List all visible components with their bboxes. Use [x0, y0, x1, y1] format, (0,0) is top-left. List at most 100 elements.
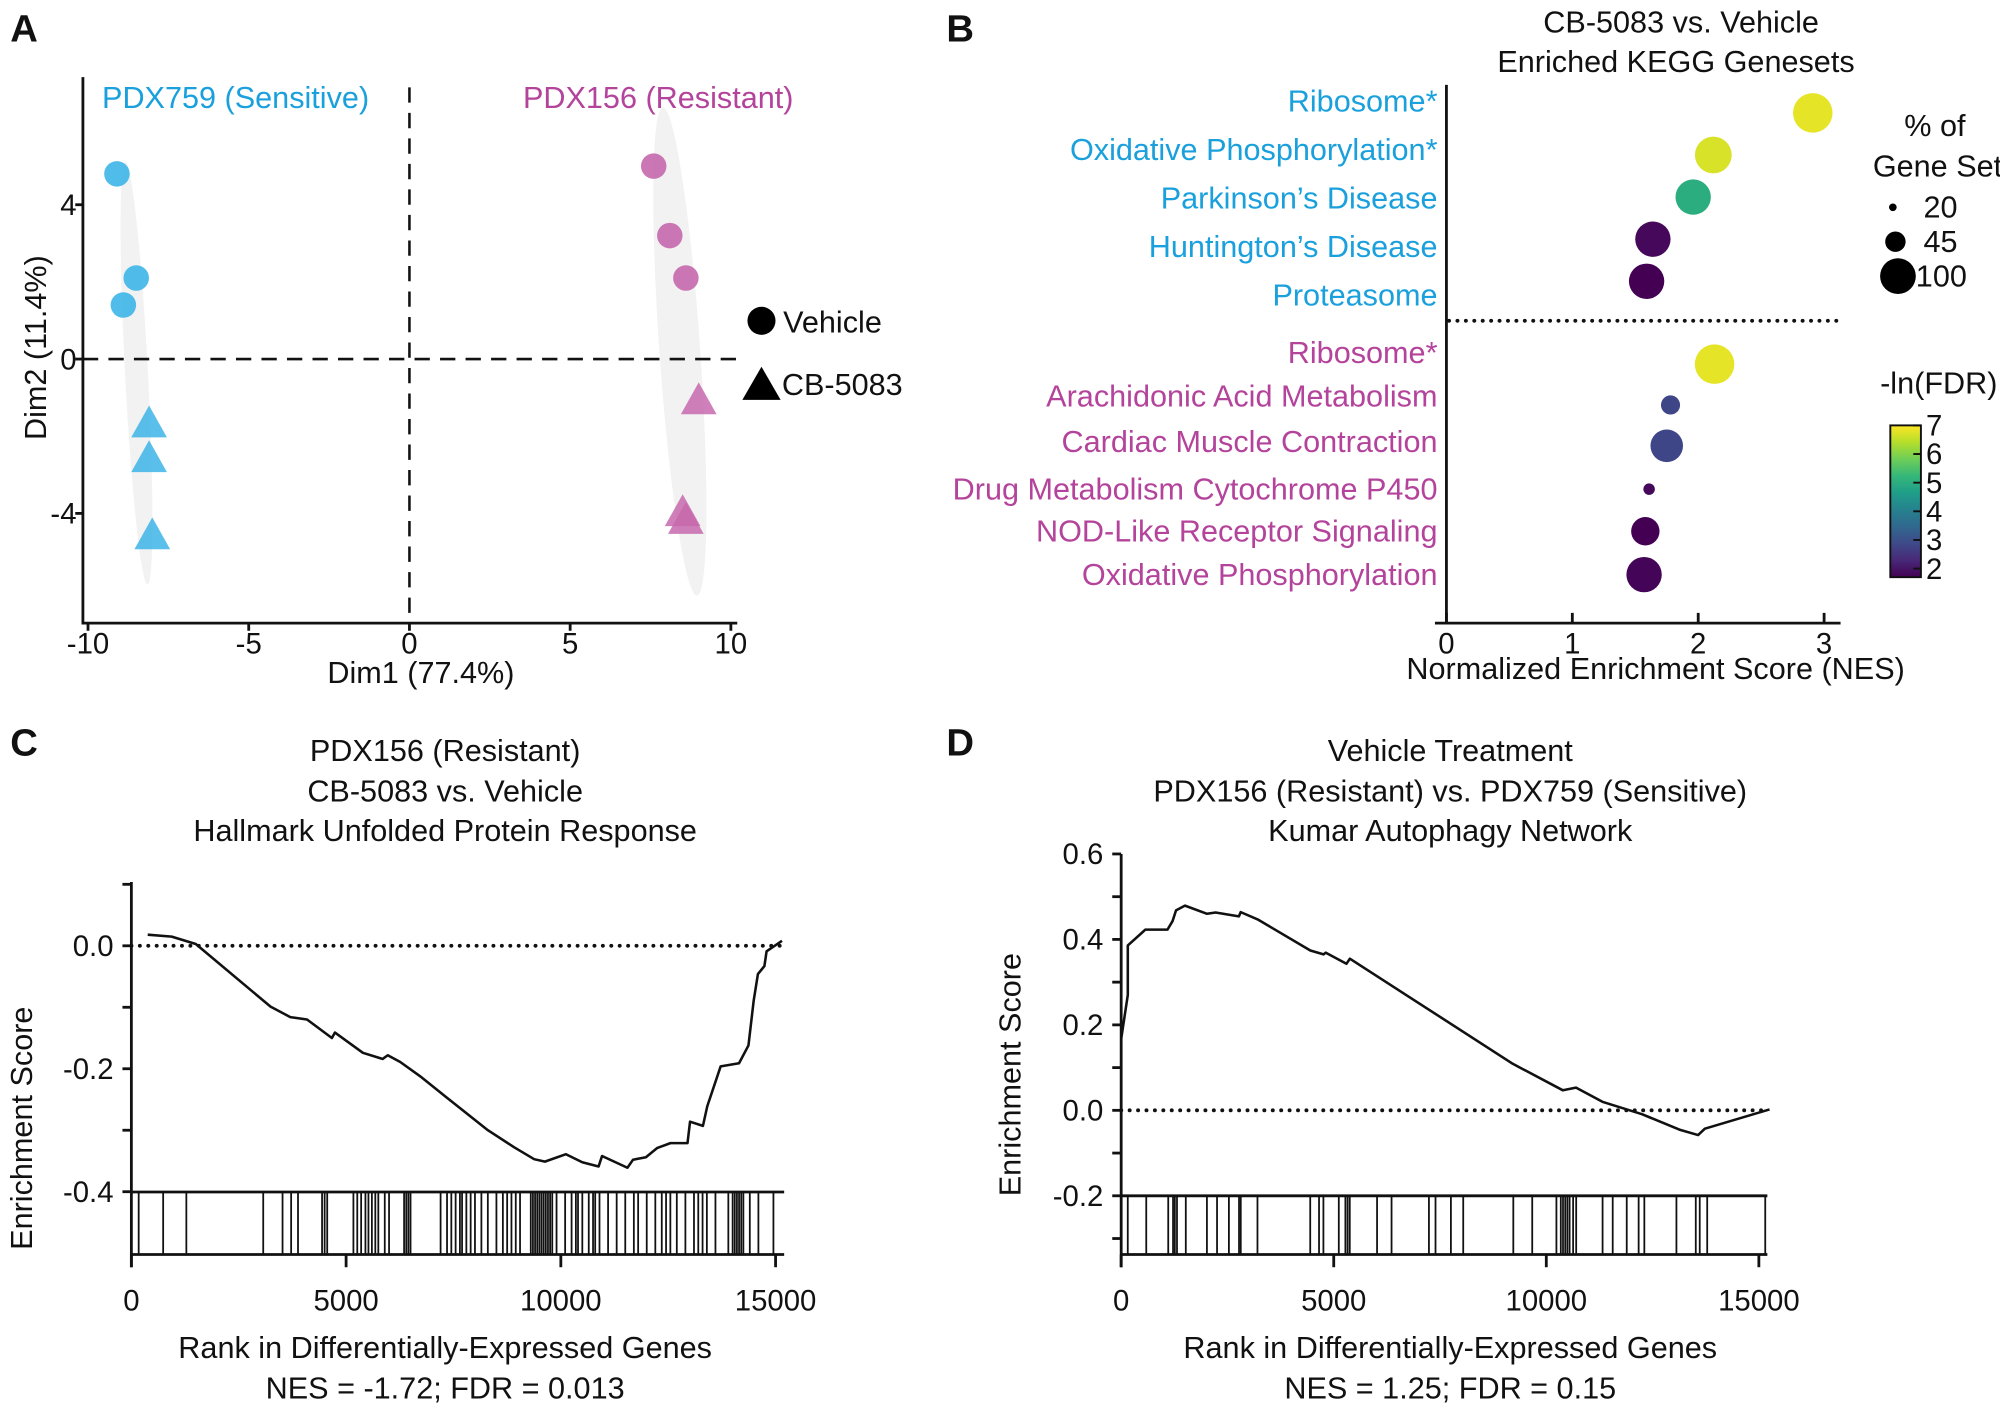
x-tick-label: 5000	[1301, 1285, 1366, 1318]
x-tick-label: 15000	[735, 1285, 817, 1318]
geneset-label: Proteasome	[1272, 278, 1437, 312]
nes-fdr-footer: NES = 1.25; FDR = 0.15	[1284, 1372, 1616, 1406]
legend-triangle-icon	[742, 366, 781, 400]
y-tick-label: 4	[60, 189, 76, 222]
size-legend-label: 100	[1916, 259, 1967, 293]
colorbar	[1889, 424, 1922, 579]
colorbar-tick-label: 5	[1926, 467, 1942, 500]
chart-title-line-1: Vehicle Treatment	[1328, 734, 1574, 768]
geneset-dot	[1631, 517, 1660, 546]
geneset-label: Huntington’s Disease	[1149, 230, 1438, 264]
x-tick-label: 5	[562, 628, 578, 661]
colorbar-tick-label: 4	[1926, 496, 1942, 529]
group-label-sensitive: PDX759 (Sensitive)	[102, 81, 369, 115]
data-point-vehicle	[640, 153, 667, 179]
x-tick-label: 0	[1113, 1285, 1129, 1318]
data-point-vehicle	[104, 161, 130, 187]
y-axis-title: Dim2 (11.4%)	[19, 255, 53, 440]
data-point-cb5083	[668, 501, 704, 534]
panel-letter-a: A	[10, 7, 38, 50]
chart-title-line-2: Enriched KEGG Genesets	[1497, 45, 1854, 79]
geneset-label: Drug Metabolism Cytochrome P450	[953, 472, 1438, 506]
size-legend-dot	[1885, 231, 1906, 252]
colorbar-tick-label: 7	[1926, 410, 1942, 443]
geneset-dot	[1643, 483, 1655, 495]
geneset-dot	[1626, 556, 1662, 593]
data-point-cb5083	[131, 440, 167, 473]
x-tick-label: -5	[236, 628, 262, 661]
color-legend-title: -ln(FDR)	[1880, 367, 1997, 401]
group-label-resistant: PDX156 (Resistant)	[523, 81, 793, 115]
pca-plot: -10 -5 0 5 10 4 0 -4 PDX759 (Sensitive) PDX156 …	[19, 77, 903, 690]
data-point-vehicle	[123, 265, 149, 291]
geneset-dot	[1635, 221, 1671, 257]
chart-title-line-1: CB-5083 vs. Vehicle	[1543, 6, 1819, 40]
data-point-vehicle	[673, 265, 699, 291]
data-point-cb5083	[680, 382, 717, 415]
geneset-label: Oxidative Phosphorylation*	[1070, 133, 1438, 167]
enrichment-score-curve	[147, 933, 783, 1170]
geneset-label: Cardiac Muscle Contraction	[1062, 425, 1438, 459]
geneset-dot	[1675, 179, 1711, 215]
y-tick-label: 0	[60, 343, 76, 376]
panel-letter-c: C	[10, 722, 38, 765]
data-point-cb5083	[134, 517, 171, 550]
chart-title-line-3: Hallmark Unfolded Protein Response	[193, 814, 697, 848]
x-axis-title: Rank in Differentially-Expressed Genes	[1183, 1331, 1717, 1365]
geneset-dot	[1793, 93, 1833, 133]
geneset-label: Ribosome*	[1288, 336, 1438, 370]
chart-title-line-2: CB-5083 vs. Vehicle	[307, 775, 583, 809]
x-tick-label: 0	[401, 628, 417, 661]
geneset-dot	[1694, 344, 1735, 384]
chart-title-line-2: PDX156 (Resistant) vs. PDX759 (Sensitive…	[1153, 775, 1747, 809]
data-point-cb5083	[131, 405, 167, 438]
x-tick-label: 15000	[1718, 1285, 1800, 1318]
x-tick-label: 0	[123, 1285, 139, 1318]
x-axis-title: Rank in Differentially-Expressed Genes	[178, 1331, 712, 1365]
x-tick-label: 10	[715, 628, 748, 661]
colorbar-tick-label: 3	[1926, 524, 1942, 557]
colorbar-tick-label: 6	[1926, 438, 1942, 471]
data-point-vehicle	[110, 292, 137, 318]
y-tick-label: -0.4	[63, 1176, 114, 1209]
x-tick-label: 1	[1564, 628, 1580, 661]
y-tick-label: 0.0	[1063, 1095, 1104, 1128]
enrichment-score-curve	[1119, 904, 1770, 1137]
legend-cb5083: CB-5083	[782, 368, 903, 402]
colorbar-tick-label: 2	[1926, 553, 1942, 586]
nes-fdr-footer: NES = -1.72; FDR = 0.013	[266, 1372, 625, 1406]
y-tick-label: -0.2	[1053, 1180, 1104, 1213]
x-tick-label: 10000	[520, 1285, 602, 1318]
x-tick-label: 0	[1438, 628, 1454, 661]
geneset-dot	[1694, 136, 1732, 174]
geneset-label: Ribosome*	[1288, 85, 1438, 119]
size-legend-title-1: % of	[1904, 109, 1966, 143]
y-tick-label: -0.2	[63, 1053, 114, 1086]
kegg-dot-plot: CB-5083 vs. Vehicle Enriched KEGG Genese…	[953, 6, 2000, 687]
geneset-label: Parkinson’s Disease	[1161, 182, 1438, 216]
chart-title-line-3: Kumar Autophagy Network	[1268, 814, 1633, 848]
x-tick-label: -10	[67, 628, 109, 661]
legend-circle-icon	[747, 306, 776, 335]
size-legend-title-2: Gene Set	[1873, 150, 2000, 184]
x-axis-title: Normalized Enrichment Score (NES)	[1406, 652, 1904, 686]
legend-vehicle: Vehicle	[783, 305, 882, 339]
size-legend-dot	[1880, 258, 1916, 295]
size-legend-dot	[1889, 203, 1897, 212]
size-legend-label: 45	[1923, 225, 1957, 259]
geneset-dot	[1660, 395, 1681, 415]
y-tick-label: 0.2	[1063, 1009, 1104, 1042]
geneset-label: Arachidonic Acid Metabolism	[1046, 379, 1437, 413]
gsea-plot-upr: PDX156 (Resistant) CB-5083 vs. Vehicle H…	[5, 734, 816, 1406]
geneset-dot	[1628, 263, 1665, 299]
y-tick-label: 0.4	[1063, 924, 1104, 957]
x-tick-label: 3	[1816, 628, 1832, 661]
y-tick-label: -4	[50, 498, 76, 531]
geneset-label: NOD-Like Receptor Signaling	[1036, 514, 1438, 548]
y-tick-label: 0.0	[73, 930, 114, 963]
y-axis-title: Enrichment Score	[5, 1007, 39, 1250]
gsea-plot-autophagy: Vehicle Treatment PDX156 (Resistant) vs.…	[993, 734, 1799, 1406]
x-tick-label: 10000	[1506, 1285, 1588, 1318]
x-tick-label: 2	[1690, 628, 1706, 661]
